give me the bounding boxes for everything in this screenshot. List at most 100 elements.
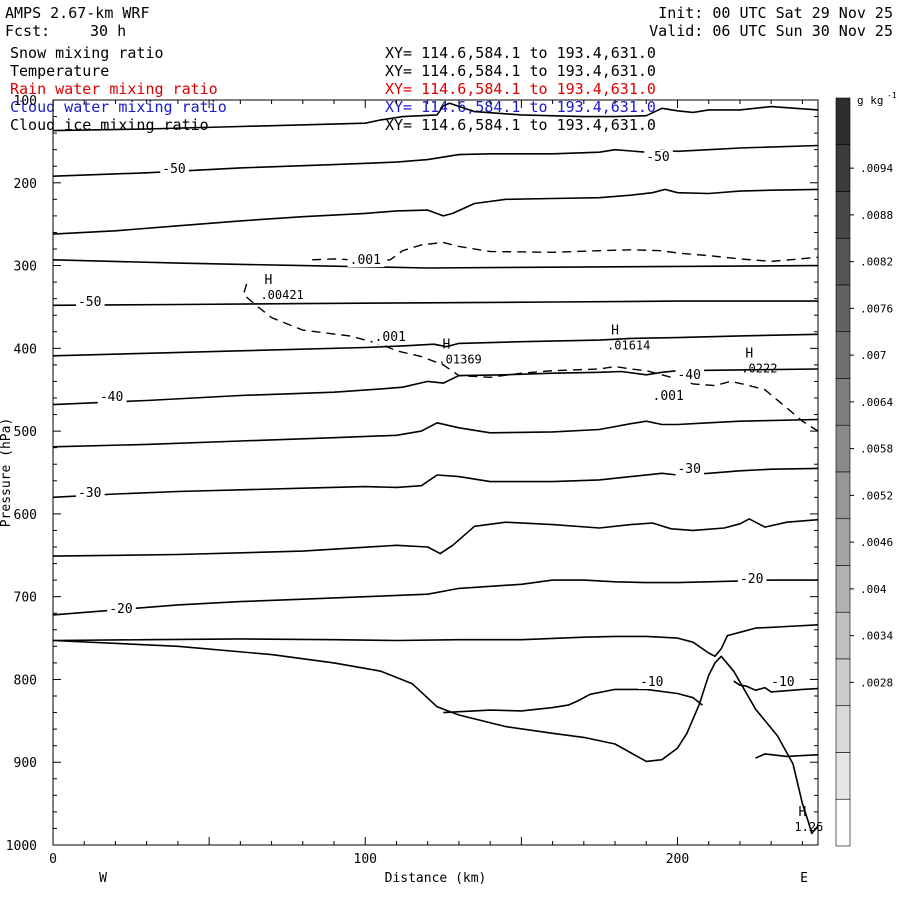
y-tick-label: 600 [14,508,37,523]
colorbar-tick-label: .0082 [860,256,893,269]
temperature-contour-t4 [52,259,819,269]
colorbar-tick-label: .0058 [860,443,893,456]
colorbar: g kg -1 .0094 .0088 .0082 .0076 .007 .0064 .0058… [835,91,897,847]
colorbar-cell [835,97,851,146]
west-label: W [99,871,107,886]
colorbar-cell [835,284,851,333]
temperature-contour-t1 [52,102,819,132]
temperature-contour-t6 [52,333,819,357]
field-xy-cloud-ice: XY= 114.6,584.1 to 193.4,631.0 [385,116,656,134]
colorbar-cell [835,424,851,473]
y-tick-label: 100 [14,94,37,109]
colorbar-tick-label: .0052 [860,489,893,502]
colorbar-cell [835,611,851,660]
y-tick-label: 1000 [6,839,37,854]
contour-label-bg [372,330,410,344]
colorbar-unit-exponent: -1 [887,91,897,100]
x-tick-label: 100 [354,852,377,867]
max-marker-value: .01369 [438,352,481,366]
contour-label-t9: -30 [78,486,101,501]
max-marker-h: H [443,337,451,352]
y-tick-label: 900 [14,756,37,771]
contour-label-t14: -10 [640,675,663,690]
colorbar-unit: g kg [857,94,884,107]
contour-label-bg [107,602,136,616]
colorbar-cell [835,518,851,566]
plot-frame [52,99,819,846]
temperature-contour-t10 [52,518,819,557]
temperature-contour-t16 [755,753,819,759]
colorbar-cell [835,565,851,613]
max-marker-h: H [265,273,273,288]
temperature-contour-t13 [52,639,819,835]
field-name-temperature: Temperature [10,62,110,80]
colorbar-cell [835,237,851,286]
field-name-rain: Rain water mixing ratio [10,80,218,98]
x-axis-title: Distance (km) [385,871,487,886]
y-tick-label: 300 [14,260,37,275]
temperature-contour-t3 [52,188,819,235]
annotation-layer: -50 -50 -50 -40 -40 -30 -30 -20 -20 -10 -10 .001 .00… [75,150,823,834]
colorbar-cell [835,191,851,239]
contour-label-bg [638,675,667,689]
colorbar-tick-label: .0034 [860,630,893,643]
max-marker-h: H [798,805,806,820]
colorbar-tick-label: .0094 [860,162,893,175]
contour-label-bg [160,162,189,176]
contour-label-t15: -10 [771,675,794,690]
field-xy-rain: XY= 114.6,584.1 to 193.4,631.0 [385,80,656,98]
temperature-contour-t14 [443,688,703,714]
field-name-snow: Snow mixing ratio [10,44,164,62]
field-xy-cloud-water: XY= 114.6,584.1 to 193.4,631.0 [385,98,656,116]
contour-label-bg [769,675,798,689]
y-tick-label: 500 [14,425,37,440]
contour-label-bg [644,150,673,164]
x-tick-label: 200 [666,852,689,867]
colorbar-cell [835,658,851,707]
contour-label-i1: .001 [350,253,381,268]
forecast-label: Fcst: [5,22,51,40]
east-label: E [800,871,808,886]
contour-label-i2: .001 [375,330,406,345]
contour-label-i2: .001 [653,389,684,404]
temperature-contour-t15 [733,680,819,693]
colorbar-cell [835,378,851,426]
axes: 100 200 300 400 500 600 700 800 900 1000 0 100 200 Di… [0,94,819,886]
contour-label-t5: -50 [78,295,101,310]
y-axis-title: Pressure (hPa) [0,418,14,528]
temperature-contour-t2 [52,144,819,177]
contour-layer [52,102,819,835]
contour-label-bg [75,295,105,309]
contour-label-bg [650,389,688,403]
forecast-hours: 30 h [90,22,127,40]
contour-label-bg [97,390,127,404]
temperature-contour-t12 [52,624,819,658]
contour-label-bg [347,253,385,267]
colorbar-tick-label: .0088 [860,209,893,222]
field-xy-snow: XY= 114.6,584.1 to 193.4,631.0 [385,44,656,62]
field-xy-temperature: XY= 114.6,584.1 to 193.4,631.0 [385,62,656,80]
max-marker-h: H [611,323,619,338]
contour-label-t9: -30 [677,462,700,477]
y-tick-label: 400 [14,342,37,357]
max-marker-value: .01614 [607,338,650,352]
valid-time: Valid: 06 UTC Sun 30 Nov 25 [649,22,893,40]
field-name-cloud-water: Cloud water mixing ratio [10,98,227,116]
colorbar-cell [835,331,851,379]
colorbar-tick-label: .0064 [860,396,893,409]
colorbar-tick-label: .004 [860,583,887,596]
init-time: Init: 00 UTC Sat 29 Nov 25 [658,4,893,22]
temperature-contour-t5 [52,300,818,307]
colorbar-cell [835,705,851,753]
contour-label-bg [675,368,705,382]
temperature-contour-t11 [52,579,818,616]
temperature-contour-t7 [52,368,819,406]
colorbar-cell [835,798,851,847]
colorbar-tick-label: .007 [860,349,887,362]
ice-contour-i1 [312,241,819,263]
contour-label-t11: -20 [740,572,763,587]
colorbar-cell [835,144,851,192]
contour-label-t7: -40 [677,368,700,383]
y-tick-label: 700 [14,591,37,606]
